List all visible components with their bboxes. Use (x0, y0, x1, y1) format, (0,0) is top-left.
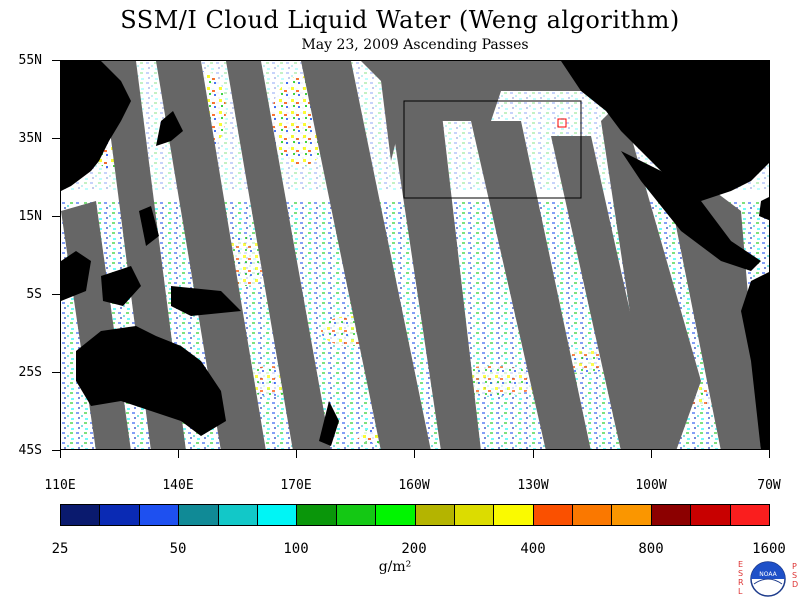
lat-label-45s: 45S (18, 443, 42, 458)
colorbar-swatch (651, 505, 692, 525)
lat-label-5s: 5S (26, 287, 42, 302)
lat-label-35n: 35N (18, 131, 42, 146)
colorbar-swatch (297, 505, 337, 525)
lon-label-160w: 160W (398, 478, 430, 493)
lon-label-140e: 140E (162, 478, 194, 493)
esrl-text: ESRL (738, 560, 744, 596)
colorbar-swatch (61, 505, 101, 525)
lon-label-110e: 110E (44, 478, 76, 493)
colorbar-label-400: 400 (520, 541, 546, 557)
colorbar-label-800: 800 (638, 541, 664, 557)
lon-label-100w: 100W (635, 478, 667, 493)
lon-label-70w: 70W (757, 478, 781, 493)
colorbar-swatch (691, 505, 731, 525)
colorbar-swatch (494, 505, 534, 525)
psd-text: PSD (792, 562, 799, 589)
colorbar-label-25: 25 (51, 541, 69, 557)
colorbar-label-100: 100 (283, 541, 309, 557)
colorbar-swatch (179, 505, 219, 525)
noaa-logo: NOAA ESRL PSD (738, 560, 798, 598)
lon-label-170e: 170E (280, 478, 312, 493)
colorbar-swatch (454, 505, 495, 525)
colorbar-label-50: 50 (169, 541, 187, 557)
colorbar-label-1600: 1600 (752, 541, 786, 557)
region-box (403, 100, 582, 199)
colorbar-unit: g/m² (378, 559, 412, 575)
colorbar-label-200: 200 (401, 541, 427, 557)
cloud-water-map (60, 60, 770, 450)
colorbar-swatch (257, 505, 298, 525)
colorbar-swatch (730, 505, 770, 525)
colorbar-swatch (533, 505, 574, 525)
landmasses (61, 61, 769, 449)
colorbar-swatch (612, 505, 652, 525)
map-title: SSM/I Cloud Liquid Water (Weng algorithm… (120, 6, 680, 34)
red-marker (557, 118, 567, 128)
colorbar-swatch (573, 505, 613, 525)
colorbar-swatch (376, 505, 416, 525)
map-subtitle: May 23, 2009 Ascending Passes (301, 37, 529, 53)
lat-label-15n: 15N (18, 209, 42, 224)
colorbar-swatch (139, 505, 180, 525)
colorbar-swatch (100, 505, 140, 525)
colorbar-swatch (415, 505, 455, 525)
map-svg (61, 61, 769, 449)
lat-label-55n: 55N (18, 53, 42, 68)
lat-label-25s: 25S (18, 365, 42, 380)
colorbar-swatch (218, 505, 258, 525)
noaa-logo-text: NOAA (759, 571, 777, 578)
colorbar-swatch (336, 505, 377, 525)
lon-label-130w: 130W (517, 478, 549, 493)
colorbar (60, 504, 770, 526)
